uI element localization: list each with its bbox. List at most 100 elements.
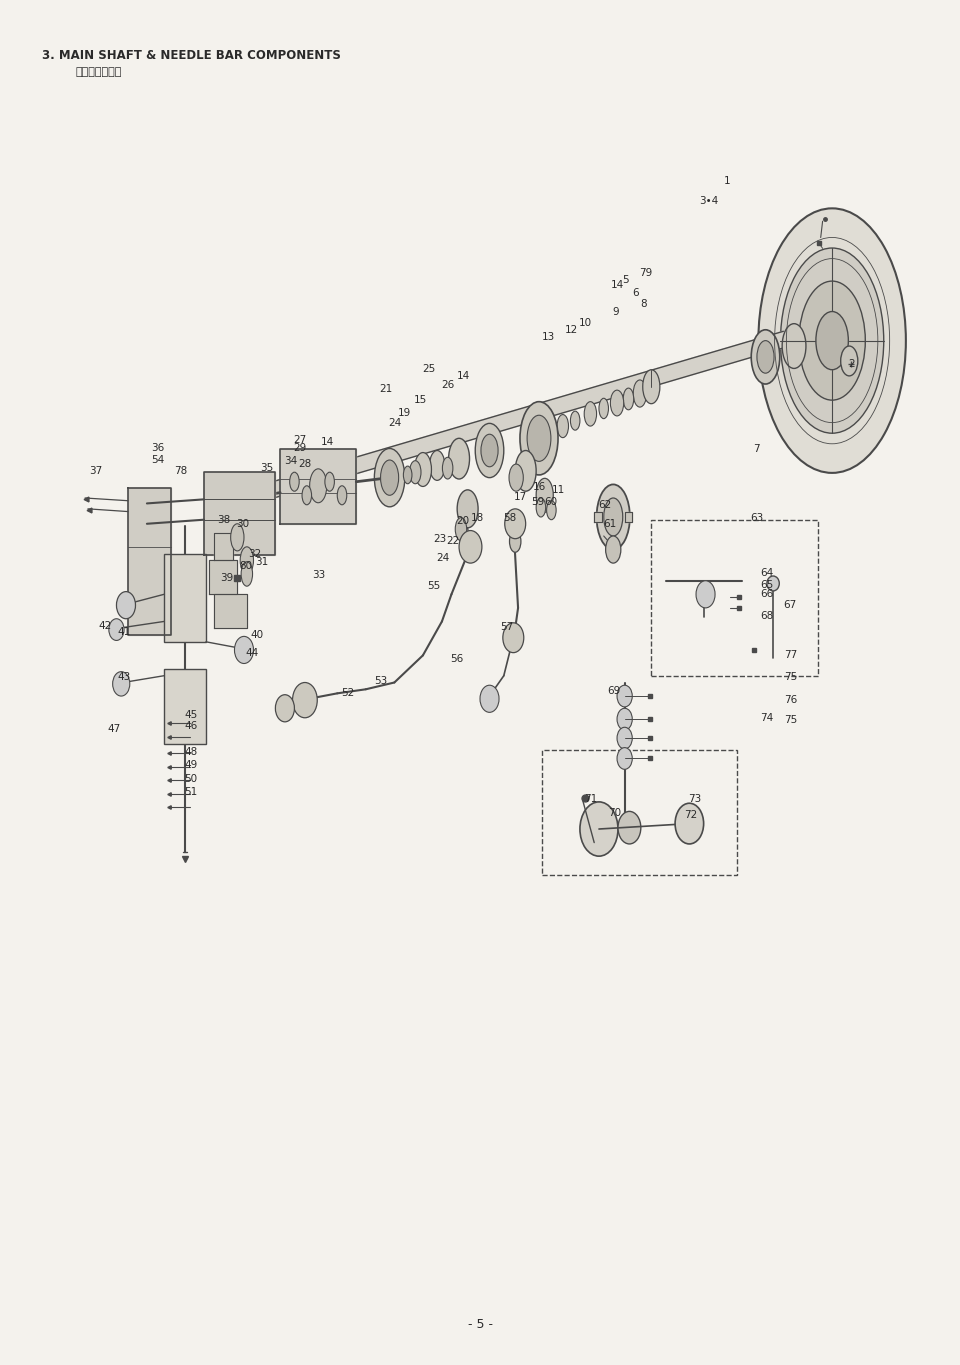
- Ellipse shape: [585, 401, 596, 426]
- Ellipse shape: [481, 434, 498, 467]
- Text: 76: 76: [783, 695, 797, 706]
- Text: 15: 15: [414, 396, 426, 405]
- Ellipse shape: [230, 524, 244, 551]
- Ellipse shape: [752, 330, 780, 384]
- Text: 47: 47: [108, 723, 121, 733]
- Text: 75: 75: [783, 715, 797, 725]
- Text: 78: 78: [175, 465, 188, 476]
- Text: 62: 62: [598, 500, 612, 509]
- Bar: [541, 751, 737, 875]
- Polygon shape: [204, 472, 276, 556]
- Circle shape: [617, 708, 633, 730]
- Text: 30: 30: [236, 519, 250, 528]
- Text: 65: 65: [759, 580, 773, 590]
- Text: 16: 16: [533, 482, 545, 493]
- Circle shape: [617, 685, 633, 707]
- Circle shape: [675, 803, 704, 844]
- Polygon shape: [207, 332, 785, 517]
- Ellipse shape: [841, 347, 858, 375]
- Text: 61: 61: [603, 519, 616, 528]
- Text: 50: 50: [184, 774, 197, 784]
- Text: 5: 5: [622, 274, 629, 284]
- Text: 上軍・针棒関係: 上軍・针棒関係: [76, 67, 122, 76]
- Ellipse shape: [403, 465, 412, 483]
- Ellipse shape: [509, 464, 523, 491]
- Ellipse shape: [241, 562, 252, 586]
- Polygon shape: [208, 561, 237, 594]
- Text: 22: 22: [445, 536, 459, 546]
- Text: 66: 66: [759, 590, 773, 599]
- Ellipse shape: [546, 501, 556, 520]
- Circle shape: [505, 509, 526, 539]
- Text: 80: 80: [239, 561, 252, 571]
- Text: 56: 56: [450, 654, 464, 665]
- Text: 68: 68: [759, 612, 773, 621]
- Text: 12: 12: [564, 325, 578, 334]
- Text: 20: 20: [456, 516, 469, 526]
- Text: 2: 2: [848, 359, 854, 369]
- Polygon shape: [213, 534, 232, 561]
- Text: 1: 1: [724, 176, 731, 186]
- Ellipse shape: [374, 449, 405, 506]
- Text: 10: 10: [579, 318, 592, 328]
- Text: 18: 18: [470, 513, 484, 523]
- Ellipse shape: [516, 450, 536, 491]
- Text: 14: 14: [321, 437, 334, 448]
- Text: 67: 67: [783, 601, 797, 610]
- Ellipse shape: [510, 531, 521, 553]
- Text: 24: 24: [389, 419, 402, 429]
- Text: 59: 59: [532, 497, 544, 506]
- Ellipse shape: [623, 388, 634, 410]
- Polygon shape: [280, 449, 356, 524]
- Ellipse shape: [604, 498, 623, 536]
- Text: 58: 58: [503, 513, 516, 523]
- Text: 71: 71: [584, 794, 597, 804]
- Ellipse shape: [599, 399, 609, 419]
- Text: 75: 75: [783, 672, 797, 682]
- Text: 53: 53: [374, 676, 388, 687]
- Ellipse shape: [302, 486, 312, 505]
- Text: 6: 6: [632, 288, 638, 298]
- Text: 54: 54: [151, 455, 164, 465]
- Circle shape: [459, 531, 482, 564]
- Text: 37: 37: [89, 465, 102, 476]
- Ellipse shape: [596, 485, 630, 550]
- Text: 27: 27: [294, 434, 307, 445]
- Text: 34: 34: [284, 456, 298, 467]
- Ellipse shape: [475, 423, 504, 478]
- Ellipse shape: [816, 311, 849, 370]
- Bar: [164, 669, 206, 744]
- Ellipse shape: [536, 478, 553, 512]
- Ellipse shape: [520, 401, 558, 475]
- Text: 42: 42: [99, 621, 111, 631]
- Text: 14: 14: [611, 280, 624, 289]
- Text: 70: 70: [608, 808, 621, 818]
- Text: 31: 31: [255, 557, 269, 566]
- Text: 77: 77: [783, 650, 797, 661]
- Ellipse shape: [780, 248, 884, 433]
- Text: 3. MAIN SHAFT & NEEDLE BAR COMPONENTS: 3. MAIN SHAFT & NEEDLE BAR COMPONENTS: [42, 49, 341, 61]
- Text: 21: 21: [379, 385, 393, 394]
- Ellipse shape: [643, 370, 660, 404]
- Ellipse shape: [536, 498, 545, 517]
- Text: 63: 63: [751, 513, 763, 523]
- Text: 28: 28: [299, 459, 311, 470]
- Text: 9: 9: [612, 307, 619, 317]
- Ellipse shape: [606, 536, 621, 564]
- Text: 48: 48: [184, 747, 198, 756]
- Ellipse shape: [290, 472, 300, 491]
- Text: 17: 17: [514, 491, 527, 501]
- Text: 7: 7: [753, 444, 759, 455]
- Text: 14: 14: [457, 371, 470, 381]
- Polygon shape: [625, 512, 633, 523]
- Ellipse shape: [557, 415, 568, 438]
- Text: 13: 13: [541, 332, 555, 341]
- Circle shape: [580, 801, 618, 856]
- Text: 19: 19: [398, 408, 412, 418]
- Circle shape: [116, 591, 135, 618]
- Ellipse shape: [324, 472, 334, 491]
- Circle shape: [276, 695, 295, 722]
- Ellipse shape: [457, 490, 478, 528]
- Text: 25: 25: [422, 364, 435, 374]
- Text: 26: 26: [441, 381, 454, 390]
